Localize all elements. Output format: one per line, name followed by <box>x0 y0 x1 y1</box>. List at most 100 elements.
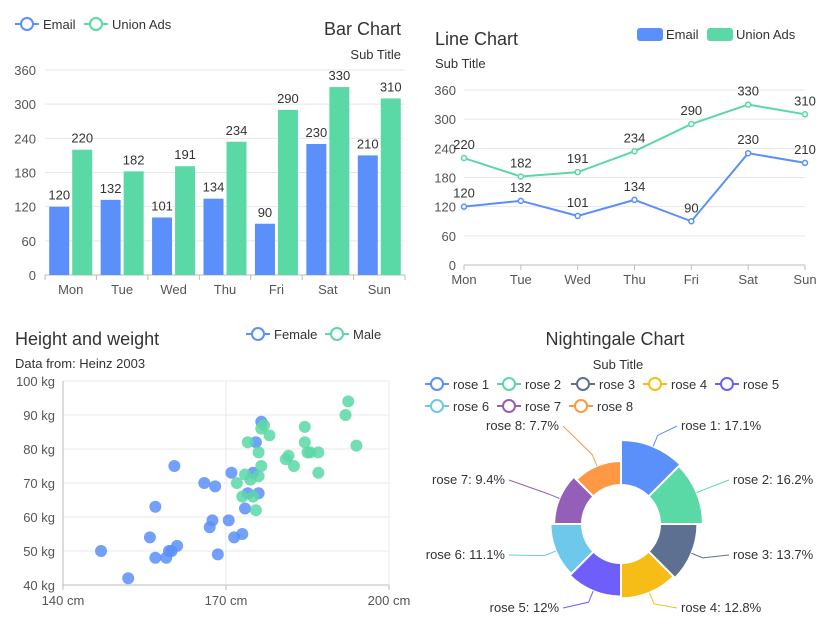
rose-legend-label: rose 1 <box>453 377 489 392</box>
scatter-point-male <box>282 449 295 462</box>
bar-data-label: 90 <box>258 205 272 220</box>
rose-legend-item-7[interactable]: rose 7 <box>497 399 561 414</box>
scatter-x-tick-label: 170 cm <box>205 593 248 608</box>
rose-legend-marker <box>430 399 444 413</box>
scatter-y-tick-label: 80 kg <box>23 442 55 457</box>
bar-y-tick-label: 60 <box>22 234 36 249</box>
scatter-y-tick-label: 90 kg <box>23 408 55 423</box>
line-y-tick-label: 60 <box>442 229 456 244</box>
rose-leader-line <box>691 552 730 559</box>
scatter-point-male <box>252 470 265 483</box>
rose-sector-3 <box>647 523 699 580</box>
line-data-label: 210 <box>794 142 816 157</box>
bar-legend-item-email[interactable]: Email <box>15 17 76 32</box>
rose-legend-label: rose 7 <box>525 399 561 414</box>
bar-chart-legend[interactable]: Email Union Ads <box>15 17 172 32</box>
bar-x-tick-label: Sun <box>368 282 391 297</box>
scatter-point-male <box>252 446 265 459</box>
bar-email <box>203 198 224 275</box>
scatter-chart-title: Height and weight <box>15 329 159 349</box>
rose-legend-marker <box>720 377 734 391</box>
rose-sector-8 <box>575 459 622 498</box>
scatter-point-male <box>312 466 325 479</box>
scatter-point-female <box>95 545 108 557</box>
rose-legend-label: rose 6 <box>453 399 489 414</box>
scatter-point-male <box>241 436 254 449</box>
scatter-x-tick-label: 140 cm <box>42 593 85 608</box>
line-data-label: 90 <box>684 200 698 215</box>
line-chart-legend[interactable]: Email Union Ads <box>637 27 796 42</box>
scatter-point-male <box>247 490 260 503</box>
bar-y-tick-label: 360 <box>14 63 36 78</box>
rose-leader-line <box>508 479 560 499</box>
rose-legend-item-4[interactable]: rose 4 <box>643 377 707 392</box>
rose-chart-legend[interactable]: rose 1 rose 2 rose 3 rose 4 rose 5 rose 6 rose… <box>425 377 779 414</box>
rose-chart-labels: rose 1: 17.1% rose 2: 16.2% rose 3: 13.7% r… <box>426 418 814 615</box>
bar-x-tick-label: Sat <box>318 282 338 297</box>
rose-legend-item-5[interactable]: rose 5 <box>715 377 779 392</box>
rose-sector-6 <box>549 523 595 576</box>
bar-union-ads <box>226 141 247 275</box>
scatter-chart-points <box>95 395 363 585</box>
rose-sector-4 <box>620 550 676 600</box>
scatter-chart-legend[interactable]: Female Male <box>246 327 381 342</box>
bar-legend-label-email: Email <box>43 17 76 32</box>
line-point <box>517 197 525 205</box>
scatter-y-tick-label: 50 kg <box>23 544 55 559</box>
scatter-point-male <box>350 439 363 452</box>
scatter-chart-grid <box>62 380 390 586</box>
scatter-point-female <box>206 514 219 527</box>
scatter-point-male <box>312 446 325 459</box>
scatter-legend-item-male[interactable]: Male <box>325 327 381 342</box>
scatter-point-female <box>211 548 224 561</box>
rose-legend-item-6[interactable]: rose 6 <box>425 399 489 414</box>
scatter-point-female <box>198 477 211 489</box>
bar-x-tick-label: Tue <box>111 282 133 297</box>
rose-legend-label: rose 8 <box>597 399 633 414</box>
scatter-chart-subtitle: Data from: Heinz 2003 <box>15 356 145 371</box>
scatter-point-male <box>249 504 262 517</box>
scatter-chart-panel: Height and weight Data from: Heinz 2003 … <box>0 315 415 630</box>
rose-legend-item-1[interactable]: rose 1 <box>425 377 489 392</box>
scatter-y-tick-label: 60 kg <box>23 510 55 525</box>
line-point <box>517 173 525 180</box>
rose-legend-marker <box>502 399 516 413</box>
bar-union-ads <box>123 171 144 275</box>
line-x-tick-label: Sat <box>738 272 758 287</box>
scatter-point-male <box>287 460 300 472</box>
bar-union-ads <box>72 149 93 275</box>
bar-email <box>357 155 378 275</box>
line-point <box>631 148 638 155</box>
rose-legend-marker <box>430 377 444 391</box>
scatter-chart-y-axis: 40 kg 50 kg 60 kg 70 kg 80 kg 90 kg 100 kg <box>16 374 55 593</box>
bar-union-ads <box>329 87 350 275</box>
bar-legend-item-union-ads[interactable]: Union Ads <box>84 17 172 32</box>
line-point <box>801 159 809 167</box>
line-data-label: 310 <box>794 93 816 108</box>
scatter-point-male <box>258 419 271 432</box>
bar-email <box>152 217 173 275</box>
rose-leader-line <box>652 425 678 447</box>
bar-data-label: 330 <box>329 68 351 83</box>
line-point <box>460 203 468 210</box>
line-chart-title: Line Chart <box>435 29 518 49</box>
rose-legend-item-3[interactable]: rose 3 <box>571 377 635 392</box>
scatter-point-male <box>298 420 311 433</box>
scatter-legend-item-female[interactable]: Female <box>246 327 317 342</box>
rose-legend-item-2[interactable]: rose 2 <box>497 377 561 392</box>
bar-chart-y-axis: 0 60 120 180 240 300 360 <box>14 63 36 283</box>
scatter-point-male <box>298 436 311 449</box>
bar-data-label: 290 <box>277 91 299 106</box>
line-data-label: 120 <box>453 186 475 201</box>
bar-email <box>100 199 121 275</box>
scatter-point-male <box>230 477 243 489</box>
rose-data-label: rose 3: 13.7% <box>733 547 814 562</box>
bar-chart-title: Bar Chart <box>324 19 401 39</box>
line-chart-y-axis: 0 60 120 180 240 300 360 <box>434 83 456 273</box>
scatter-point-male <box>263 429 276 442</box>
rose-legend-marker <box>576 377 590 391</box>
line-legend-item-union-ads[interactable]: Union Ads <box>707 27 796 42</box>
line-legend-item-email[interactable]: Email <box>637 27 699 42</box>
rose-legend-item-8[interactable]: rose 8 <box>569 399 633 414</box>
